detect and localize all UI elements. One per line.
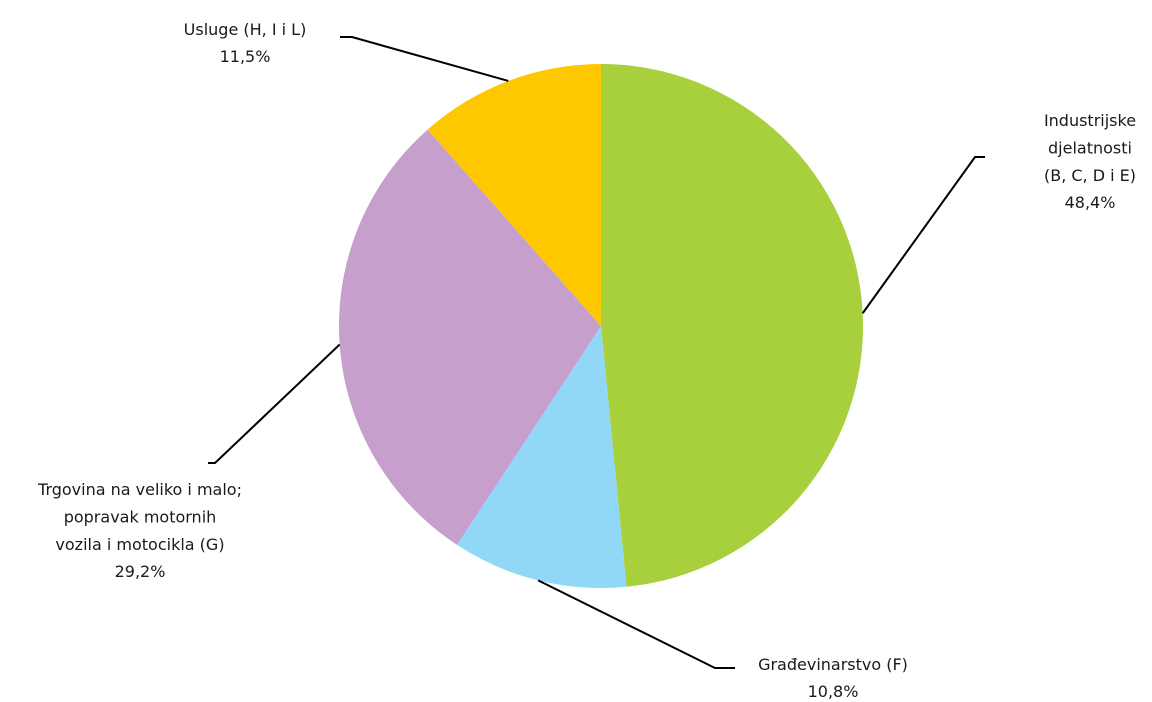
label-line: Trgovina na veliko i malo;	[37, 480, 242, 499]
label-line: Usluge (H, I i L)	[184, 20, 307, 39]
value-label: 11,5%	[220, 47, 271, 66]
pie-slice	[601, 64, 863, 587]
pie-slice	[427, 64, 601, 326]
label-line: Građevinarstvo (F)	[758, 655, 908, 674]
pie-slice	[457, 326, 627, 588]
label-line: Industrijske	[1044, 111, 1136, 130]
slice-label: Usluge (H, I i L)	[184, 20, 307, 39]
slice-label: Trgovina na veliko i malo; popravak motor…	[37, 480, 242, 554]
value-label: 48,4%	[1065, 193, 1116, 212]
label-line: popravak motornih	[64, 507, 217, 526]
label-line: (B, C, D i E)	[1044, 166, 1136, 185]
label-line: vozila i motocikla (G)	[55, 535, 224, 554]
value-label: 29,2%	[115, 562, 166, 581]
leader-line	[537, 579, 735, 669]
label-line: djelatnosti	[1048, 138, 1132, 157]
leader-line	[861, 156, 985, 314]
leader-line	[208, 343, 341, 464]
leader-line	[340, 36, 509, 82]
value-label: 10,8%	[808, 682, 859, 701]
slice-label: Industrijske djelatnosti (B, C, D i E)	[1044, 111, 1136, 185]
pie-slice	[338, 129, 601, 545]
slice-label: Građevinarstvo (F)	[758, 655, 908, 674]
